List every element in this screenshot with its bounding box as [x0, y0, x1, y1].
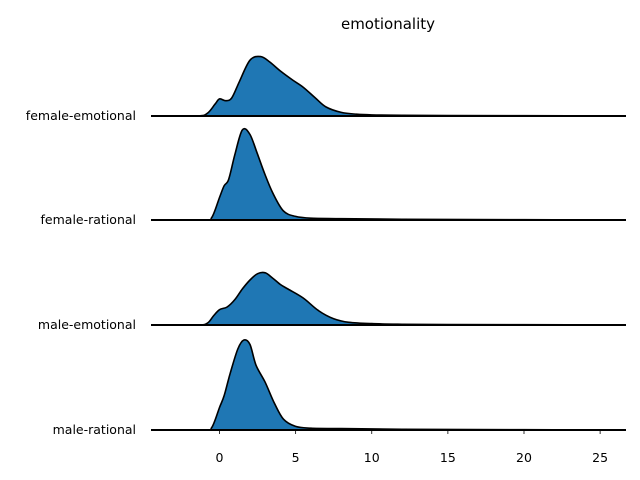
ridge-area [151, 56, 626, 116]
x-tick-label: 10 [364, 450, 380, 465]
ridge-area [151, 272, 626, 325]
chart-title: emotionality [341, 15, 435, 33]
ridges-group: female-emotional female-rational male-emot… [26, 55, 627, 437]
ridge-male-emotional: male-emotional [38, 271, 627, 332]
ridge-label: male-rational [53, 422, 136, 437]
ridge-area [151, 128, 626, 220]
x-tick-label: 15 [440, 450, 456, 465]
x-tick-label: 25 [592, 450, 608, 465]
x-tick-label: 20 [516, 450, 532, 465]
x-tick-label: 5 [292, 450, 300, 465]
x-tick-label: 0 [216, 450, 224, 465]
x-axis: 0 5 10 15 20 25 [216, 430, 608, 465]
ridge-male-rational: male-rational [53, 339, 627, 437]
ridge-female-rational: female-rational [41, 127, 627, 227]
ridge-area [151, 339, 626, 430]
ridge-label: female-emotional [26, 108, 136, 123]
ridge-label: female-rational [41, 212, 136, 227]
ridge-label: male-emotional [38, 317, 136, 332]
ridge-female-emotional: female-emotional [26, 55, 627, 123]
